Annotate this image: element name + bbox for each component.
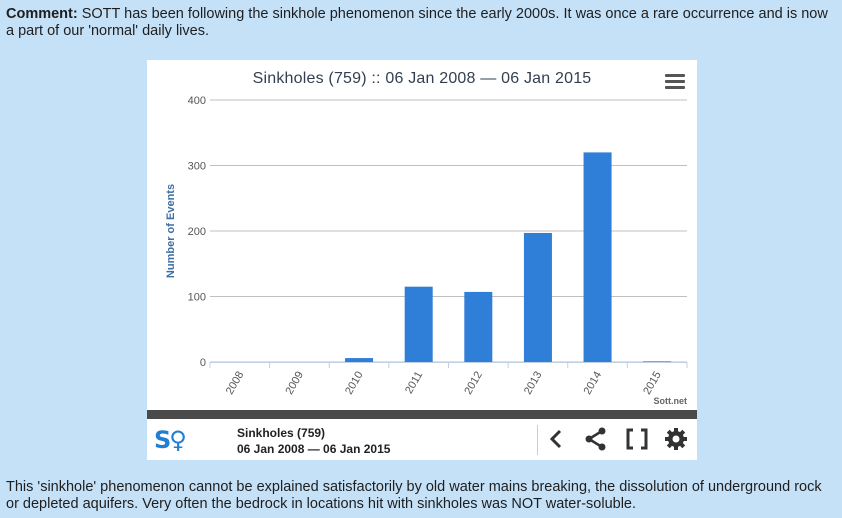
y-tick-label: 0 (200, 357, 206, 369)
comment-text: SOTT has been following the sinkhole phe… (6, 6, 828, 39)
bar-2013 (523, 232, 552, 362)
chart-credit[interactable]: Sott.net (653, 396, 688, 406)
y-tick-label: 100 (188, 292, 206, 304)
x-tick-label: 2014 (582, 370, 605, 397)
chart-title: Sinkholes (759) :: 06 Jan 2008 — 06 Jan … (252, 70, 592, 87)
x-tick-label: 2011 (403, 370, 425, 396)
comment-paragraph: Comment: SOTT has been following the sin… (6, 6, 838, 40)
y-tick-label: 300 (188, 161, 206, 173)
chart-menu-icon[interactable] (665, 74, 685, 90)
comment-label: Comment: (6, 6, 78, 22)
sott-logo[interactable]: S♀ (154, 426, 187, 454)
x-tick-label: 2008 (224, 370, 247, 397)
chart-area: Sinkholes (759) :: 06 Jan 2008 — 06 Jan … (147, 60, 697, 410)
x-tick-label: 2009 (283, 370, 306, 397)
x-tick-label: 2013 (522, 370, 545, 397)
chart-widget: Sinkholes (759) :: 06 Jan 2008 — 06 Jan … (147, 60, 697, 460)
fullscreen-icon[interactable] (625, 427, 649, 451)
y-tick-label: 400 (188, 95, 206, 107)
bar-chart: 0 100 200 300 400 Number of Events 2008 2009 201… (165, 95, 688, 397)
x-tick-label: 2012 (462, 370, 485, 397)
footer-separator (537, 425, 538, 455)
chevron-left-icon[interactable] (545, 427, 569, 451)
footer-title: Sinkholes (759) (237, 426, 326, 440)
bar-2015 (643, 361, 672, 362)
share-icon[interactable] (584, 427, 608, 451)
y-tick-label: 200 (188, 226, 206, 238)
x-tick-label: 2010 (343, 370, 366, 397)
footer-date-range: 06 Jan 2008 — 06 Jan 2015 (237, 442, 391, 456)
bar-2012 (464, 291, 493, 362)
y-axis-label: Number of Events (165, 184, 177, 278)
body-paragraph: This 'sinkhole' phenomenon cannot be exp… (6, 479, 822, 512)
gear-icon[interactable] (664, 427, 688, 451)
bar-2014 (583, 152, 612, 362)
widget-divider (147, 410, 697, 419)
bar-2011 (404, 286, 433, 362)
widget-footer: S♀ Sinkholes (759) 06 Jan 2008 — 06 Jan … (147, 419, 697, 460)
x-tick-label: 2015 (641, 370, 664, 397)
bar-2010 (345, 358, 374, 362)
